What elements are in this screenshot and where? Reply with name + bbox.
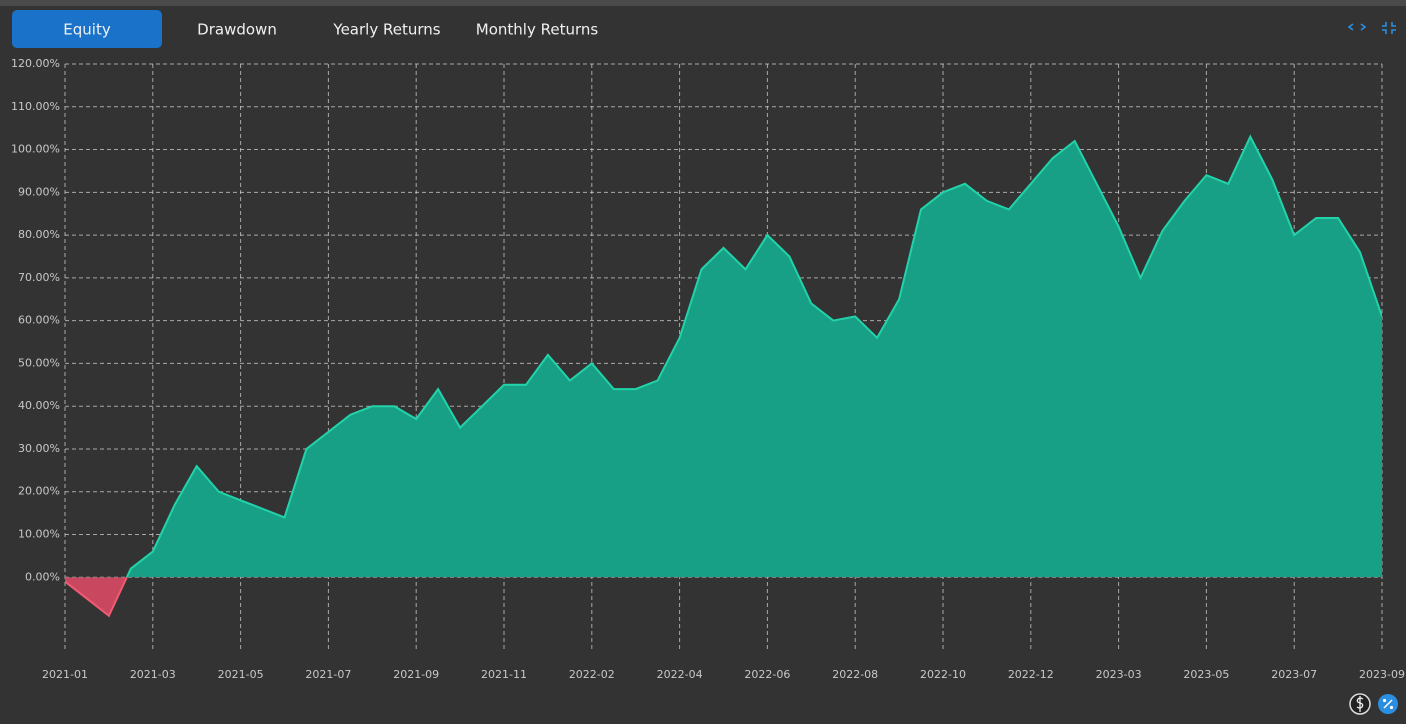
x-tick-label: 2023-03 — [1096, 668, 1142, 681]
tab-label: Drawdown — [197, 21, 277, 39]
y-tick-label: 10.00% — [18, 528, 60, 541]
tab-label: Monthly Returns — [476, 21, 599, 39]
x-tick-label: 2021-09 — [393, 668, 439, 681]
tab-active-bg — [12, 10, 162, 48]
y-tick-label: 50.00% — [18, 356, 60, 369]
tab[interactable]: Monthly Returns — [476, 21, 599, 39]
y-tick-label: 110.00% — [11, 100, 60, 113]
tab-bar: Equity Drawdown Yearly Returns Monthly Retu… — [12, 10, 598, 48]
y-tick-label: 100.00% — [11, 143, 60, 156]
plot: 0.00% 10.00% 20.00% 30.00% 40.00% 50.00% 60.00… — [11, 57, 1405, 681]
percent-button[interactable] — [1378, 694, 1398, 714]
x-tick-label: 2021-01 — [42, 668, 88, 681]
tab[interactable]: Yearly Returns — [332, 21, 440, 39]
area-positive — [126, 136, 1382, 578]
x-tick-label: 2022-12 — [1008, 668, 1054, 681]
y-tick-label: 0.00% — [25, 570, 60, 583]
y-tick-label: 20.00% — [18, 485, 60, 498]
tab[interactable]: Drawdown — [197, 21, 277, 39]
y-tick-label: 80.00% — [18, 228, 60, 241]
y-tick-label: 30.00% — [18, 442, 60, 455]
x-tick-label: 2022-10 — [920, 668, 966, 681]
x-tick-label: 2023-07 — [1271, 668, 1317, 681]
x-tick-label: 2022-04 — [657, 668, 703, 681]
y-tick-label: 60.00% — [18, 314, 60, 327]
x-tick-label: 2023-09 — [1359, 668, 1405, 681]
y-tick-label: 90.00% — [18, 185, 60, 198]
expand-icon[interactable] — [1347, 23, 1367, 31]
line-positive — [125, 134, 1382, 578]
x-tick-label: 2021-03 — [130, 668, 176, 681]
top-border — [0, 0, 1406, 6]
dollar-button[interactable] — [1349, 693, 1371, 715]
x-tick-label: 2021-11 — [481, 668, 527, 681]
collapse-icon[interactable] — [1382, 22, 1396, 34]
tab[interactable]: Equity — [12, 10, 162, 48]
tab-label: Yearly Returns — [332, 21, 440, 39]
x-tick-label: 2022-06 — [744, 668, 790, 681]
y-tick-label: 70.00% — [18, 271, 60, 284]
x-tick-label: 2021-05 — [218, 668, 264, 681]
y-tick-label: 120.00% — [11, 57, 60, 70]
x-tick-label: 2023-05 — [1183, 668, 1229, 681]
x-tick-label: 2022-02 — [569, 668, 615, 681]
x-tick-label: 2022-08 — [832, 668, 878, 681]
x-tick-label: 2021-07 — [305, 668, 351, 681]
y-tick-label: 40.00% — [18, 399, 60, 412]
tab-label: Equity — [63, 21, 111, 39]
